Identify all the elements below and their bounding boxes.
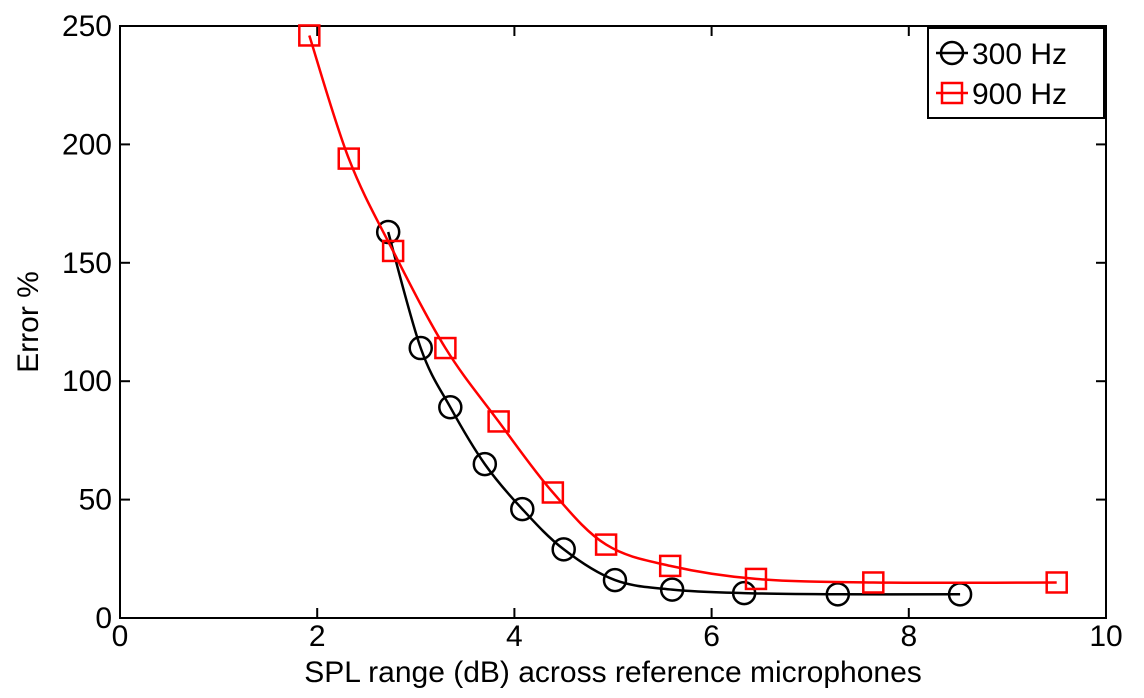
x-tick-label: 6 — [703, 620, 720, 653]
data-point — [381, 239, 405, 263]
data-point — [1045, 571, 1068, 594]
data-point — [862, 571, 885, 594]
data-point — [551, 537, 576, 562]
data-point — [337, 147, 361, 170]
x-tick-label: 8 — [900, 620, 917, 653]
plot-frame — [119, 25, 1107, 619]
legend-label: 900 Hz — [972, 78, 1067, 111]
y-tick-label: 100 — [62, 365, 112, 398]
data-point — [594, 533, 618, 556]
series-line — [386, 231, 961, 596]
data-point — [658, 554, 682, 578]
x-tick-label: 0 — [112, 620, 129, 653]
data-point — [408, 335, 433, 361]
x-tick-label: 4 — [506, 620, 523, 653]
x-tick-label: 10 — [1089, 620, 1122, 653]
series-line — [308, 35, 1057, 585]
y-tick-label: 200 — [62, 128, 112, 161]
data-point — [744, 567, 768, 591]
data-point — [434, 336, 457, 360]
legend-entry: 300 Hz — [936, 38, 1067, 71]
plot-area — [298, 24, 1068, 607]
y-tick-label: 0 — [95, 602, 112, 635]
y-tick-label: 50 — [79, 484, 112, 517]
data-point — [472, 451, 498, 477]
data-point — [602, 567, 628, 593]
legend-marker — [940, 81, 964, 105]
y-tick-label: 150 — [62, 247, 112, 280]
series-2 — [298, 24, 1068, 594]
data-point — [298, 24, 321, 47]
data-point — [541, 481, 565, 504]
data-point — [510, 496, 535, 522]
legend-entry: 900 Hz — [936, 78, 1067, 111]
data-point — [825, 582, 851, 607]
data-point — [438, 394, 463, 420]
x-axis-title: SPL range (dB) across reference micropho… — [304, 656, 922, 689]
y-axis-title: Error % — [12, 271, 45, 373]
data-point — [659, 577, 685, 602]
data-point — [487, 410, 510, 433]
legend-marker — [939, 40, 965, 66]
y-tick-label: 250 — [62, 10, 112, 43]
legend-label: 300 Hz — [972, 38, 1067, 71]
data-point — [731, 580, 757, 606]
legend: 300 Hz 900 Hz — [927, 27, 1105, 119]
x-tick-label: 2 — [309, 620, 326, 653]
series-1 — [375, 219, 973, 607]
